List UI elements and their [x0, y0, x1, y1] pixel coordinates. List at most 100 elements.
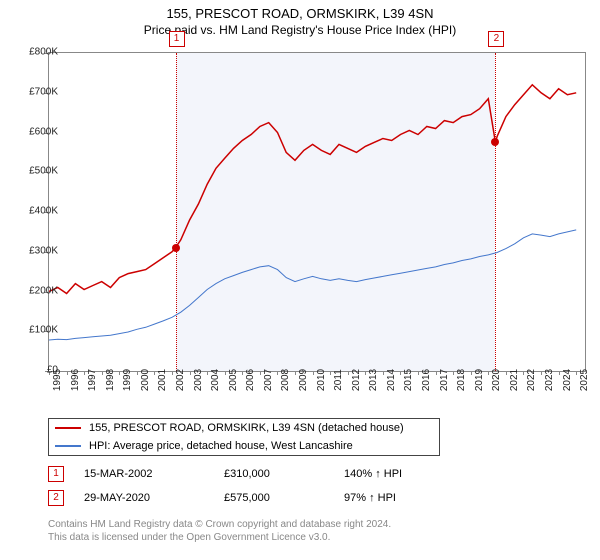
chart-title: 155, PRESCOT ROAD, ORMSKIRK, L39 4SN [0, 0, 600, 21]
x-tick [67, 371, 68, 375]
up-arrow-icon: ↑ [375, 468, 381, 480]
legend-swatch [55, 427, 81, 429]
x-tick [277, 371, 278, 375]
legend-label: 155, PRESCOT ROAD, ORMSKIRK, L39 4SN (de… [89, 422, 404, 434]
x-tick [576, 371, 577, 375]
transaction-date: 15-MAR-2002 [84, 468, 224, 480]
transaction-marker: 2 [48, 490, 64, 506]
series-line-hpi [49, 230, 576, 340]
transaction-row: 2 29-MAY-2020£575,00097% ↑ HPI [48, 486, 568, 510]
y-axis-label: £800K [29, 47, 58, 58]
legend: 155, PRESCOT ROAD, ORMSKIRK, L39 4SN (de… [48, 418, 440, 456]
x-tick [242, 371, 243, 375]
chart-area: 12 [48, 52, 586, 372]
x-tick [348, 371, 349, 375]
x-axis-label: 2013 [368, 369, 379, 391]
x-axis-label: 1999 [122, 369, 133, 391]
x-axis-label: 2012 [351, 369, 362, 391]
x-tick [541, 371, 542, 375]
up-arrow-icon: ↑ [369, 492, 375, 504]
x-tick [436, 371, 437, 375]
x-tick [190, 371, 191, 375]
transaction-dot [172, 244, 180, 252]
x-axis-label: 2025 [579, 369, 590, 391]
x-tick [523, 371, 524, 375]
x-tick [225, 371, 226, 375]
transaction-date: 29-MAY-2020 [84, 492, 224, 504]
series-line-property [49, 85, 576, 294]
transaction-marker: 1 [48, 466, 64, 482]
chart-subtitle: Price paid vs. HM Land Registry's House … [0, 21, 600, 41]
marker-box: 2 [488, 31, 504, 47]
x-axis-label: 1995 [52, 369, 63, 391]
x-tick [260, 371, 261, 375]
x-axis-label: 2022 [526, 369, 537, 391]
x-axis-label: 2001 [157, 369, 168, 391]
x-tick [295, 371, 296, 375]
x-tick [400, 371, 401, 375]
x-axis-label: 2023 [544, 369, 555, 391]
x-axis-label: 2007 [263, 369, 274, 391]
plot-area: 12 [48, 52, 586, 372]
x-tick [313, 371, 314, 375]
footer-line1: Contains HM Land Registry data © Crown c… [48, 518, 391, 531]
x-tick [365, 371, 366, 375]
x-axis-label: 1996 [70, 369, 81, 391]
x-tick [207, 371, 208, 375]
x-axis-label: 2018 [456, 369, 467, 391]
y-axis-label: £300K [29, 245, 58, 256]
x-axis-label: 1998 [105, 369, 116, 391]
x-tick [172, 371, 173, 375]
footer-text: Contains HM Land Registry data © Crown c… [48, 518, 391, 544]
x-axis-label: 2020 [491, 369, 502, 391]
x-axis-label: 2010 [316, 369, 327, 391]
x-tick [418, 371, 419, 375]
y-axis-label: £600K [29, 126, 58, 137]
x-axis-label: 1997 [87, 369, 98, 391]
x-tick [559, 371, 560, 375]
x-axis-label: 2005 [228, 369, 239, 391]
x-axis-label: 2016 [421, 369, 432, 391]
legend-label: HPI: Average price, detached house, West… [89, 440, 353, 452]
x-axis-label: 2015 [403, 369, 414, 391]
chart-container: 155, PRESCOT ROAD, ORMSKIRK, L39 4SN Pri… [0, 0, 600, 560]
transaction-pct: 140% ↑ HPI [344, 468, 464, 480]
y-axis-label: £500K [29, 166, 58, 177]
legend-row: HPI: Average price, detached house, West… [49, 437, 439, 455]
footer-line2: This data is licensed under the Open Gov… [48, 531, 391, 544]
marker-box: 1 [169, 31, 185, 47]
x-axis-label: 2006 [245, 369, 256, 391]
x-tick [488, 371, 489, 375]
transaction-row: 1 15-MAR-2002£310,000140% ↑ HPI [48, 462, 568, 486]
y-axis-label: £200K [29, 285, 58, 296]
x-axis-label: 2004 [210, 369, 221, 391]
x-tick [383, 371, 384, 375]
y-axis-label: £700K [29, 86, 58, 97]
legend-swatch [55, 445, 81, 447]
transaction-dot [491, 138, 499, 146]
transaction-rows: 1 15-MAR-2002£310,000140% ↑ HPI 2 29-MAY-20… [48, 462, 568, 510]
x-tick [453, 371, 454, 375]
x-tick [102, 371, 103, 375]
transaction-price: £310,000 [224, 468, 344, 480]
x-axis-label: 2008 [280, 369, 291, 391]
y-axis-label: £400K [29, 206, 58, 217]
x-axis-label: 2017 [439, 369, 450, 391]
y-axis-label: £100K [29, 325, 58, 336]
x-axis-label: 2019 [474, 369, 485, 391]
x-tick [137, 371, 138, 375]
x-axis-label: 2002 [175, 369, 186, 391]
x-axis-label: 2000 [140, 369, 151, 391]
x-tick [119, 371, 120, 375]
legend-row: 155, PRESCOT ROAD, ORMSKIRK, L39 4SN (de… [49, 419, 439, 437]
chart-svg [49, 53, 585, 371]
x-axis-label: 2021 [509, 369, 520, 391]
x-tick [154, 371, 155, 375]
transaction-pct: 97% ↑ HPI [344, 492, 464, 504]
x-tick [471, 371, 472, 375]
x-tick [84, 371, 85, 375]
transaction-price: £575,000 [224, 492, 344, 504]
x-axis-label: 2003 [193, 369, 204, 391]
x-axis-label: 2011 [333, 369, 344, 391]
x-tick [330, 371, 331, 375]
